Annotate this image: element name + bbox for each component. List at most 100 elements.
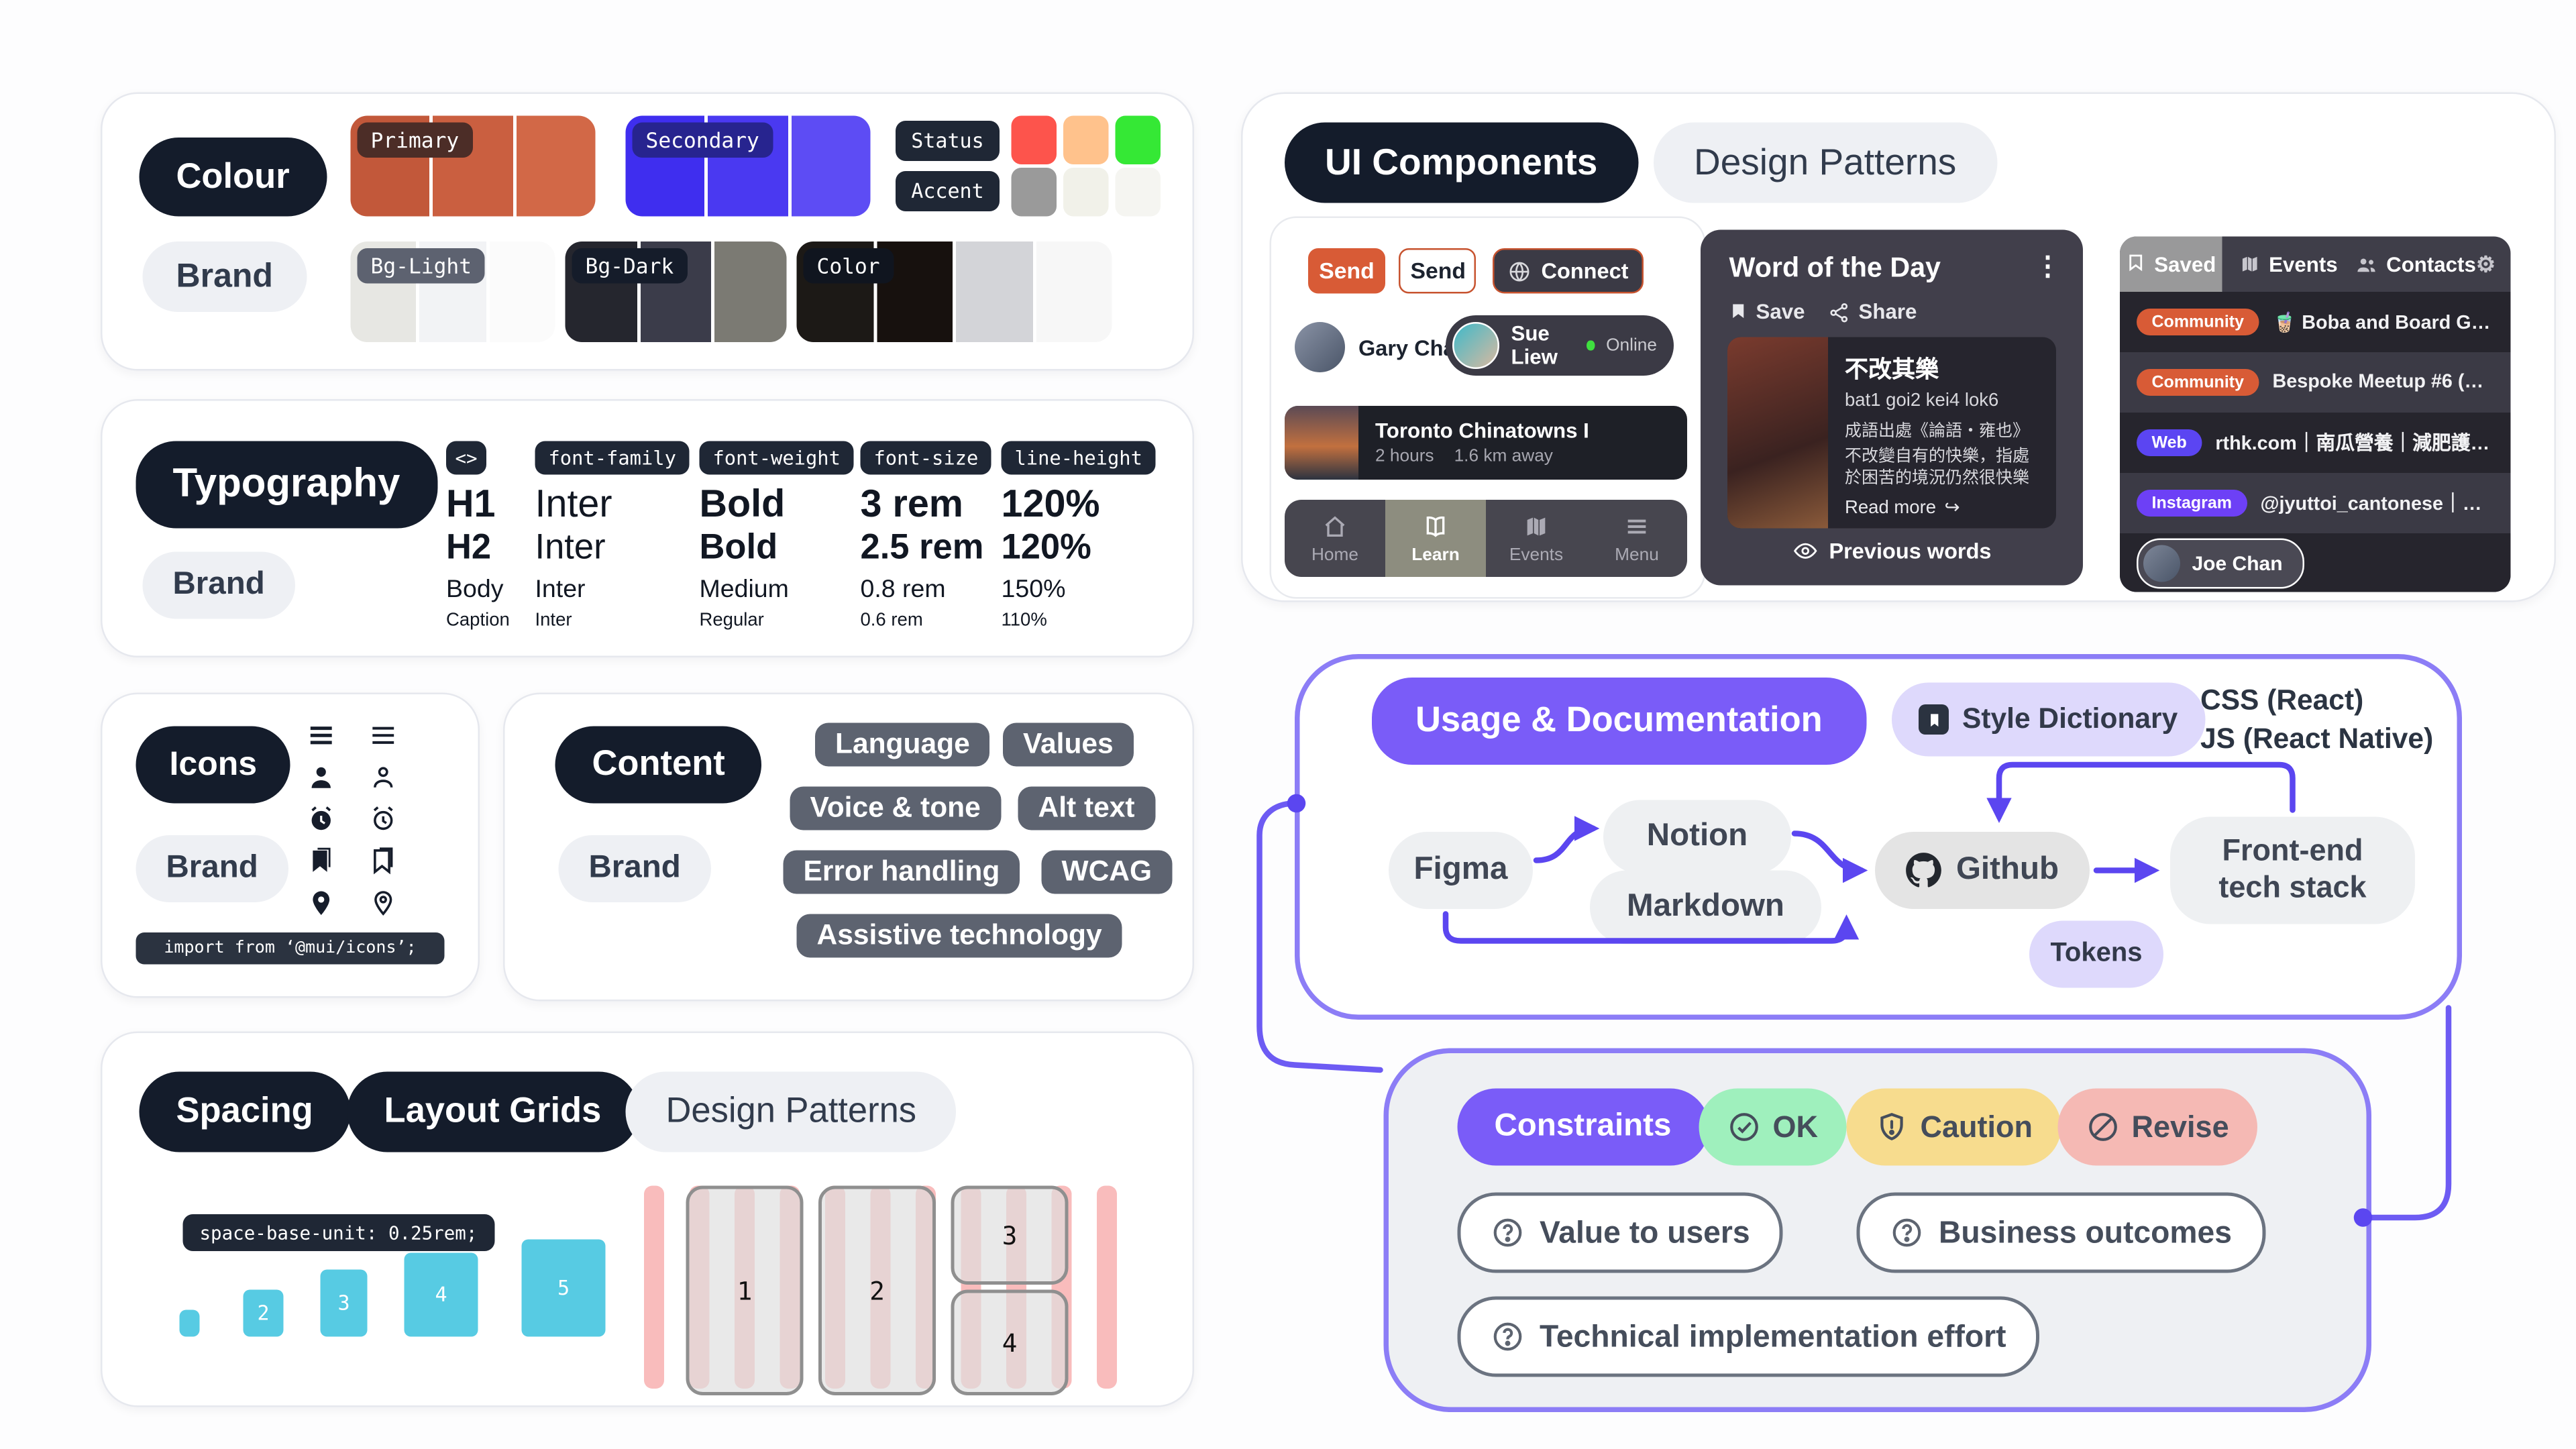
saved-row-text: @jyuttoi_cantonese｜Post [2260, 494, 2494, 515]
event-card-toronto[interactable]: Toronto Chinatowns I 2 hours 1.6 km away [1285, 406, 1687, 480]
share-button[interactable]: Share [1829, 301, 1917, 324]
question-technical-effort: Technical implementation effort [1457, 1296, 2040, 1377]
badge-community: Community [2137, 309, 2259, 335]
type-row-h1-weight: Bold [699, 481, 786, 525]
saved-row-2[interactable]: Community Bespoke Meetup #6 (DT) [2120, 352, 2511, 413]
tab-events[interactable]: Events [2239, 252, 2338, 276]
type-row-body-weight: Medium [699, 575, 789, 604]
location-outline-icon [369, 889, 398, 918]
usage-documentation-title: Usage & Documentation [1372, 678, 1866, 765]
tab-contacts[interactable]: Contacts [2355, 252, 2476, 276]
status-label-pill: Status [896, 121, 1000, 161]
primary-swatch-3 [516, 115, 596, 217]
save-button[interactable]: Save [1729, 301, 1805, 324]
type-row-h1-line: 120% [1001, 481, 1100, 525]
alarm-outline-icon [369, 805, 398, 834]
tab-saved[interactable]: Saved [2120, 236, 2222, 292]
map-icon [2239, 254, 2261, 276]
colour-panel-brand-label: Brand [142, 241, 307, 312]
avatar-sue-liew [1452, 322, 1499, 369]
icon-samples-grid [307, 721, 398, 918]
type-row-h1-size: 3 rem [860, 481, 963, 525]
question-value-to-users: Value to users [1457, 1192, 1784, 1273]
nav-item-menu[interactable]: Menu [1587, 500, 1687, 577]
nav-item-learn[interactable]: Learn [1385, 500, 1486, 577]
flow-node-tokens: Tokens [2029, 920, 2163, 988]
bg-light-swatch-3 [489, 241, 555, 342]
bg-dark-swatch-3 [714, 241, 787, 342]
location-filled-icon [307, 889, 336, 918]
saved-row-4[interactable]: Instagram @jyuttoi_cantonese｜Post [2120, 473, 2511, 533]
colour-panel: Colour Brand Primary Secondary Status Ac… [101, 92, 1194, 371]
bookmark-outline-icon [2126, 254, 2145, 276]
contact-chip-joe-chan[interactable]: Joe Chan [2137, 538, 2305, 589]
read-more-link[interactable]: Read more ↪ [1845, 497, 1960, 519]
type-row-h2-line: 120% [1001, 528, 1091, 568]
user-name-sue-liew: Sue Liew [1511, 322, 1558, 369]
spacing-box-2: 2 [243, 1289, 284, 1337]
question-business-outcomes: Business outcomes [1856, 1192, 2265, 1273]
connect-button[interactable]: Connect [1493, 248, 1644, 294]
type-row-h1-family: Inter [535, 481, 612, 525]
tag-assistive-technology: Assistive technology [796, 914, 1122, 958]
type-row-body-line: 150% [1001, 575, 1066, 604]
kebab-menu-icon[interactable]: ⋮ [2034, 253, 2063, 282]
question-circle-icon [1892, 1218, 1921, 1247]
flow-node-frontend: Front-end tech stack [2170, 816, 2415, 924]
book-icon [1919, 704, 1949, 735]
icons-panel-title: Icons [136, 726, 291, 804]
type-row-caption-line: 110% [1001, 610, 1047, 631]
word-card-inner: 不改其樂 bat1 goi2 kei4 lok6 成語出處《論語・雍也》 不改變… [1727, 337, 2056, 529]
flow-node-figma: Figma [1389, 832, 1533, 909]
send-primary-button[interactable]: Send [1308, 248, 1385, 294]
type-row-h2-family: Inter [535, 528, 606, 568]
accent-swatch-cream [1063, 168, 1109, 217]
color-swatch-4 [1035, 241, 1112, 342]
word-definition: 不改變自有的快樂，指處於困苦的境況仍然很快樂 [1845, 447, 2029, 488]
saved-row-text: Bespoke Meetup #6 (DT) [2272, 372, 2494, 392]
tag-values: Values [1003, 722, 1134, 767]
home-icon [1322, 513, 1348, 539]
icons-panel-brand-label: Brand [136, 835, 288, 902]
question-circle-icon [1493, 1322, 1522, 1351]
content-panel: Content Brand Language Values Voice & to… [503, 692, 1194, 1002]
output-css-label: CSS (React) [2200, 684, 2364, 716]
nav-item-events[interactable]: Events [1486, 500, 1587, 577]
saved-list-panel: Saved Events Contacts ⚙ Community 🧋 Boba… [2120, 236, 2511, 592]
ui-design-patterns-title: Design Patterns [1654, 122, 1997, 203]
hamburger-icon [1623, 513, 1650, 539]
tag-error-handling: Error handling [783, 850, 1020, 894]
word-card-title: Word of the Day [1729, 253, 1941, 284]
status-swatch-red [1011, 115, 1057, 164]
send-secondary-button[interactable]: Send [1399, 248, 1476, 294]
secondary-swatch-label: Secondary [632, 122, 773, 158]
spacing-panel-title: Spacing [139, 1071, 350, 1152]
bg-light-swatch-group: Bg-Light [350, 241, 555, 342]
previous-words-link[interactable]: Previous words [1701, 539, 2083, 564]
menu-outline-icon [369, 721, 398, 750]
avatar-gary-chan [1295, 322, 1345, 372]
grid-card-2: 2 [818, 1185, 936, 1395]
user-chip-sue-liew[interactable]: Sue Liew Online [1446, 315, 1674, 376]
badge-web: Web [2137, 429, 2202, 456]
event-thumbnail [1285, 406, 1358, 480]
constraints-title: Constraints [1457, 1088, 1709, 1166]
font-family-header: font-family [535, 441, 690, 475]
gear-icon[interactable]: ⚙ [2475, 250, 2496, 276]
accent-label-pill: Accent [896, 171, 1000, 211]
nav-item-home[interactable]: Home [1285, 500, 1385, 577]
eye-icon [1792, 539, 1817, 564]
badge-community: Community [2137, 369, 2259, 396]
type-row-body-size: 0.8 rem [860, 575, 946, 604]
grid-column [644, 1185, 664, 1389]
flow-node-github: Github [1875, 832, 2090, 909]
bookmark-outline-icon [369, 847, 398, 876]
saved-row-1[interactable]: Community 🧋 Boba and Board Games... [2120, 292, 2511, 352]
primary-swatch-group: Primary [350, 115, 596, 217]
shield-exclamation-icon [1880, 1113, 1903, 1140]
online-status-dot [1587, 340, 1595, 351]
saved-row-3[interactable]: Web rthk.com｜南瓜營養｜減肥護眼6好處... [2120, 413, 2511, 473]
icons-import-code: import from ‘@mui/icons’; [136, 932, 445, 965]
event-duration: 2 hours [1375, 446, 1434, 466]
